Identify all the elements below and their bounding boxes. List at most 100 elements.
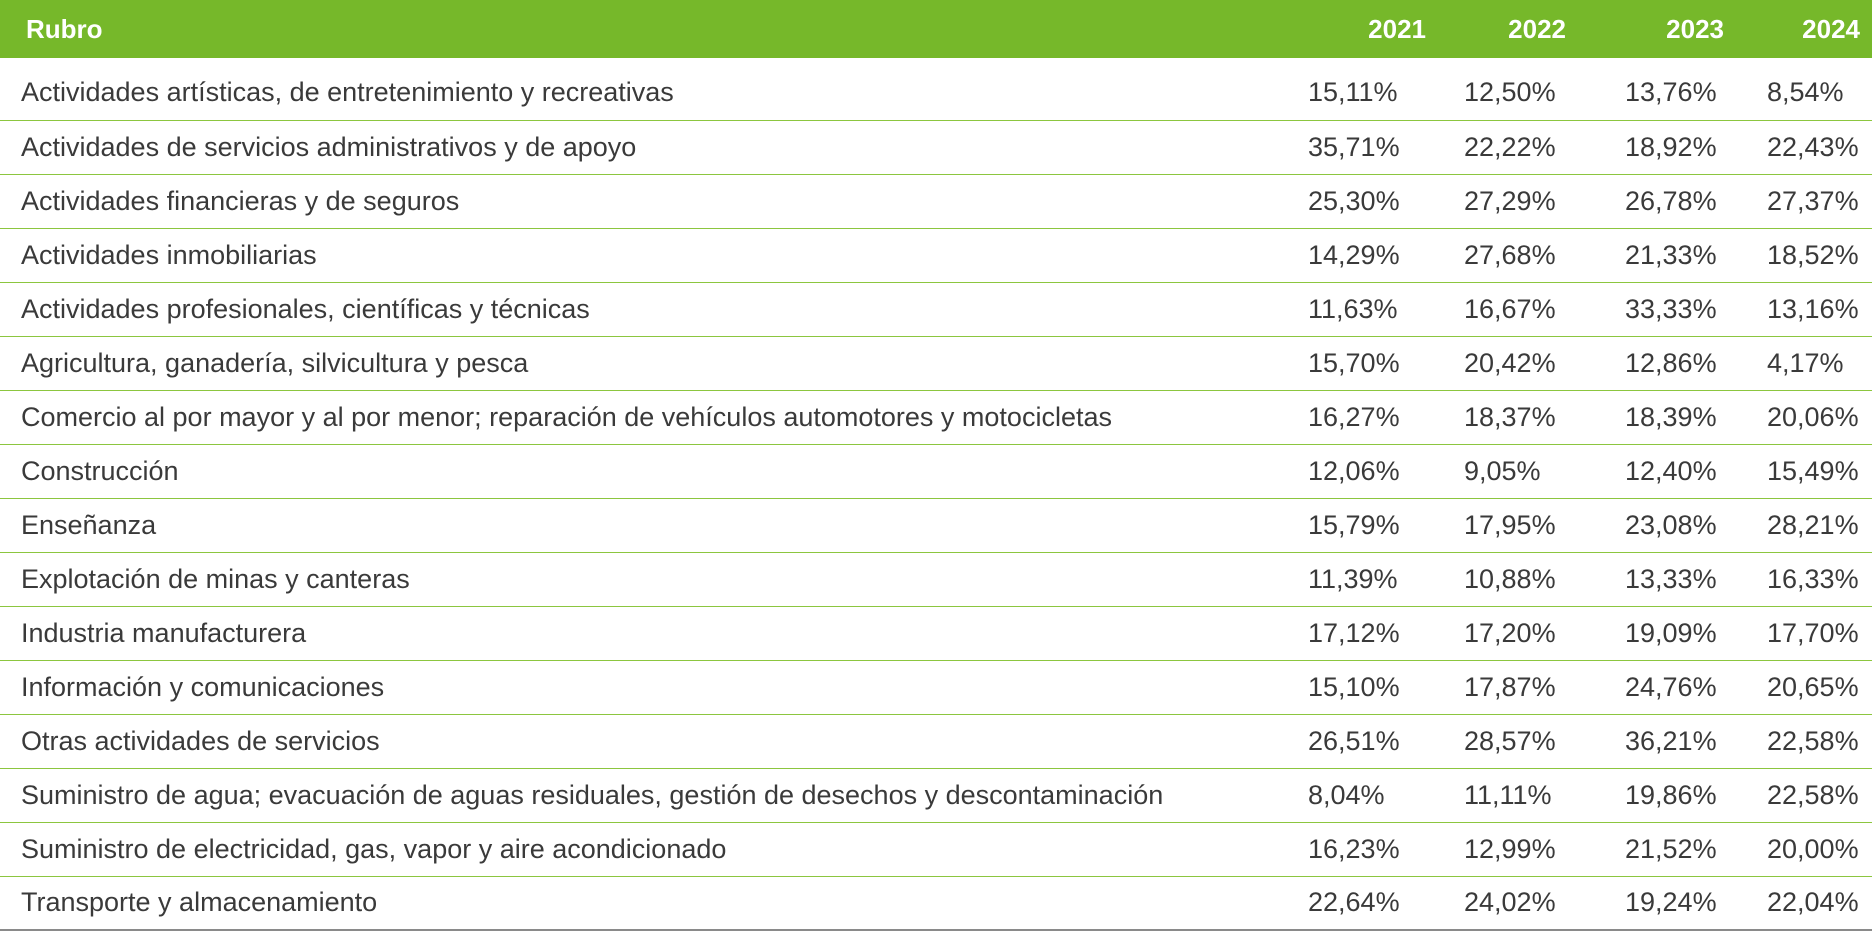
value-cell-2022: 24,02% bbox=[1464, 887, 1556, 918]
value-cell-2024: 22,04% bbox=[1767, 887, 1859, 918]
table-row: Actividades de servicios administrativos… bbox=[0, 120, 1872, 174]
table-row: Actividades inmobiliarias 14,29% 27,68% 21,… bbox=[0, 228, 1872, 282]
rubro-cell: Construcción bbox=[21, 455, 179, 486]
header-rubro: Rubro bbox=[26, 13, 103, 44]
table-row: Industria manufacturera 17,12% 17,20% 19,09… bbox=[0, 606, 1872, 660]
value-cell-2024: 27,37% bbox=[1767, 185, 1859, 216]
value-cell-2024: 16,33% bbox=[1767, 563, 1859, 594]
value-cell-2022: 20,42% bbox=[1464, 347, 1556, 378]
rubro-cell: Suministro de electricidad, gas, vapor y… bbox=[21, 833, 727, 864]
value-cell-2023: 23,08% bbox=[1625, 509, 1717, 540]
rubro-cell: Agricultura, ganadería, silvicultura y p… bbox=[21, 347, 529, 378]
rubro-cell: Actividades de servicios administrativos… bbox=[21, 131, 637, 162]
table-row: Enseñanza 15,79% 17,95% 23,08% 28,21% bbox=[0, 498, 1872, 552]
value-cell-2022: 10,88% bbox=[1464, 563, 1556, 594]
table-row: Suministro de electricidad, gas, vapor y… bbox=[0, 822, 1872, 876]
value-cell-2023: 18,39% bbox=[1625, 401, 1717, 432]
value-cell-2023: 26,78% bbox=[1625, 185, 1717, 216]
value-cell-2021: 15,79% bbox=[1308, 509, 1400, 540]
value-cell-2021: 8,04% bbox=[1308, 779, 1385, 810]
value-cell-2023: 18,92% bbox=[1625, 131, 1717, 162]
rubro-cell: Actividades artísticas, de entretenimien… bbox=[21, 77, 674, 108]
value-cell-2022: 17,95% bbox=[1464, 509, 1556, 540]
value-cell-2024: 15,49% bbox=[1767, 455, 1859, 486]
value-cell-2024: 13,16% bbox=[1767, 293, 1859, 324]
rubro-cell: Otras actividades de servicios bbox=[21, 725, 380, 756]
value-cell-2024: 22,43% bbox=[1767, 131, 1859, 162]
table-row: Comercio al por mayor y al por menor; re… bbox=[0, 390, 1872, 444]
value-cell-2021: 22,64% bbox=[1308, 887, 1400, 918]
value-cell-2023: 36,21% bbox=[1625, 725, 1717, 756]
table-row: Construcción 12,06% 9,05% 12,40% 15,49% bbox=[0, 444, 1872, 498]
value-cell-2021: 11,63% bbox=[1308, 293, 1398, 324]
value-cell-2024: 22,58% bbox=[1767, 779, 1859, 810]
table-row: Agricultura, ganadería, silvicultura y p… bbox=[0, 336, 1872, 390]
value-cell-2023: 21,52% bbox=[1625, 833, 1717, 864]
value-cell-2023: 12,86% bbox=[1625, 347, 1717, 378]
table-row: Suministro de agua; evacuación de aguas … bbox=[0, 768, 1872, 822]
rubro-cell: Enseñanza bbox=[21, 509, 157, 540]
value-cell-2023: 13,76% bbox=[1625, 77, 1717, 108]
value-cell-2024: 22,58% bbox=[1767, 725, 1859, 756]
header-row: Rubro 2021 2022 2023 2024 bbox=[0, 0, 1872, 58]
value-cell-2022: 17,87% bbox=[1464, 671, 1556, 702]
value-cell-2022: 18,37% bbox=[1464, 401, 1556, 432]
header-year-2024: 2024 bbox=[1802, 13, 1860, 44]
value-cell-2024: 4,17% bbox=[1767, 347, 1844, 378]
value-cell-2021: 26,51% bbox=[1308, 725, 1400, 756]
rubro-cell: Actividades profesionales, científicas y… bbox=[21, 293, 590, 324]
value-cell-2023: 19,24% bbox=[1625, 887, 1717, 918]
value-cell-2024: 20,06% bbox=[1767, 401, 1859, 432]
value-cell-2021: 35,71% bbox=[1308, 131, 1400, 162]
value-cell-2021: 14,29% bbox=[1308, 239, 1400, 270]
value-cell-2024: 18,52% bbox=[1767, 239, 1859, 270]
value-cell-2023: 33,33% bbox=[1625, 293, 1717, 324]
value-cell-2021: 11,39% bbox=[1308, 563, 1398, 594]
table-row: Transporte y almacenamiento 22,64% 24,02% 1… bbox=[0, 876, 1872, 930]
value-cell-2022: 9,05% bbox=[1464, 455, 1541, 486]
value-cell-2021: 16,27% bbox=[1308, 401, 1400, 432]
header-year-2022: 2022 bbox=[1508, 13, 1566, 44]
header-year-2021: 2021 bbox=[1368, 13, 1426, 44]
table-row: Otras actividades de servicios 26,51% 28,5… bbox=[0, 714, 1872, 768]
value-cell-2022: 28,57% bbox=[1464, 725, 1556, 756]
value-cell-2023: 21,33% bbox=[1625, 239, 1717, 270]
table-row: Actividades profesionales, científicas y… bbox=[0, 282, 1872, 336]
value-cell-2024: 17,70% bbox=[1767, 617, 1859, 648]
value-cell-2021: 25,30% bbox=[1308, 185, 1400, 216]
value-cell-2023: 19,09% bbox=[1625, 617, 1717, 648]
rubro-cell: Información y comunicaciones bbox=[21, 671, 385, 702]
value-cell-2023: 13,33% bbox=[1625, 563, 1717, 594]
value-cell-2024: 20,00% bbox=[1767, 833, 1859, 864]
value-cell-2024: 28,21% bbox=[1767, 509, 1859, 540]
value-cell-2022: 12,99% bbox=[1464, 833, 1556, 864]
value-cell-2023: 12,40% bbox=[1625, 455, 1717, 486]
value-cell-2021: 15,11% bbox=[1308, 77, 1398, 108]
value-cell-2022: 22,22% bbox=[1464, 131, 1556, 162]
table-row: Actividades financieras y de seguros 25,3… bbox=[0, 174, 1872, 228]
value-cell-2022: 12,50% bbox=[1464, 77, 1556, 108]
header-gap bbox=[0, 58, 1872, 66]
table-body: Actividades artísticas, de entretenimien… bbox=[0, 58, 1872, 930]
value-cell-2023: 24,76% bbox=[1625, 671, 1717, 702]
value-cell-2022: 16,67% bbox=[1464, 293, 1556, 324]
value-cell-2024: 20,65% bbox=[1767, 671, 1859, 702]
table-row: Actividades artísticas, de entretenimien… bbox=[0, 66, 1872, 120]
value-cell-2022: 27,68% bbox=[1464, 239, 1556, 270]
rubro-cell: Transporte y almacenamiento bbox=[21, 887, 378, 918]
table-row: Explotación de minas y canteras 11,39% 10,… bbox=[0, 552, 1872, 606]
value-cell-2024: 8,54% bbox=[1767, 77, 1844, 108]
rubro-cell: Explotación de minas y canteras bbox=[21, 563, 410, 594]
value-cell-2021: 17,12% bbox=[1308, 617, 1400, 648]
value-cell-2021: 15,10% bbox=[1308, 671, 1400, 702]
value-cell-2021: 12,06% bbox=[1308, 455, 1400, 486]
rubro-cell: Actividades inmobiliarias bbox=[21, 239, 317, 270]
value-cell-2023: 19,86% bbox=[1625, 779, 1717, 810]
rubro-cell: Actividades financieras y de seguros bbox=[21, 185, 460, 216]
value-cell-2021: 15,70% bbox=[1308, 347, 1400, 378]
rubro-cell: Suministro de agua; evacuación de aguas … bbox=[21, 779, 1164, 810]
value-cell-2021: 16,23% bbox=[1308, 833, 1400, 864]
rubro-cell: Comercio al por mayor y al por menor; re… bbox=[21, 401, 1112, 432]
